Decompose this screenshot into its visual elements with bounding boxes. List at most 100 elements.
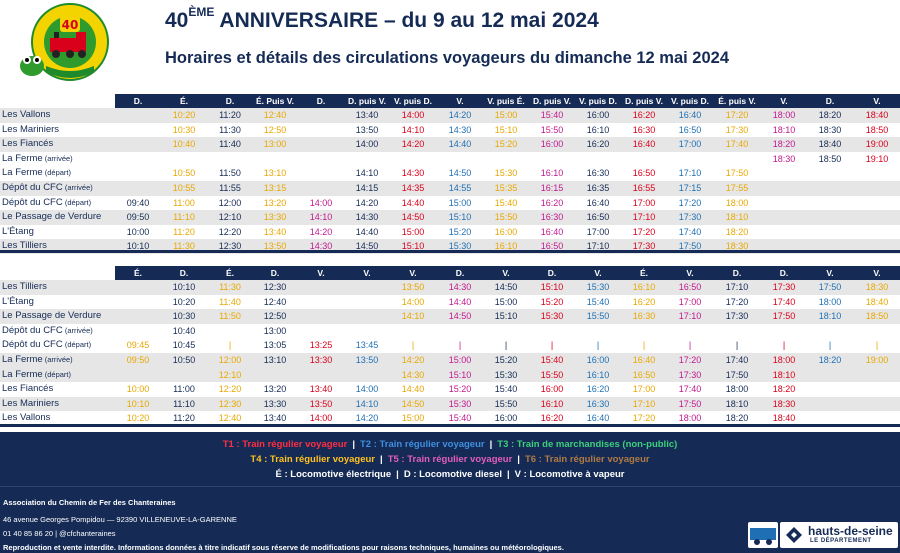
time-cell: 18:30 <box>772 153 796 164</box>
time-cell: 18:20 <box>772 384 796 395</box>
time-cell: 13:20 <box>263 384 287 395</box>
time-cell: 14:30 <box>401 168 425 179</box>
table-separator <box>0 424 900 427</box>
time-cell: 15:50 <box>494 212 518 223</box>
traction-cell: V. puis D. <box>671 96 709 106</box>
legend-t4: T4 : Train régulier voyageur <box>250 454 376 465</box>
time-cell: 14:20 <box>401 139 425 150</box>
traction-cell: V. puis É. <box>487 96 525 106</box>
time-cell: 18:40 <box>818 139 842 150</box>
time-cell: 15:50 <box>540 124 564 135</box>
time-cell: 13:20 <box>263 197 287 208</box>
time-cell: 16:00 <box>540 384 564 395</box>
traction-cell: D. puis V. <box>533 96 571 106</box>
time-cell: 17:50 <box>725 168 749 179</box>
time-cell: 17:00 <box>586 226 610 237</box>
traction-cell: V. <box>317 268 325 278</box>
footer-disclaimer: Reproduction et vente interdite. Informa… <box>3 543 564 552</box>
time-cell: 11:40 <box>219 296 241 307</box>
time-cell: 17:50 <box>678 398 702 409</box>
time-cell: 14:00 <box>355 139 379 150</box>
time-cell: 15:30 <box>494 369 518 380</box>
cfc-small-logo <box>748 522 778 548</box>
legend: T1 : Train régulier voyageur | T2 : Train … <box>0 432 900 486</box>
time-cell: 18:40 <box>772 413 796 424</box>
time-cell: 14:00 <box>355 384 379 395</box>
time-cell: 15:10 <box>448 369 472 380</box>
time-cell: 15:00 <box>494 296 518 307</box>
time-cell: 16:40 <box>678 110 702 120</box>
footer-address: 46 avenue Georges Pompidou — 92390 VILLE… <box>3 515 237 524</box>
time-cell: 16:50 <box>586 212 610 223</box>
traction-cell: V. <box>780 96 788 106</box>
time-cell: 16:40 <box>632 139 656 150</box>
time-cell: 10:00 <box>126 384 150 395</box>
time-cell: 17:20 <box>725 296 749 307</box>
time-cell: 15:00 <box>448 355 472 365</box>
time-cell: 15:20 <box>494 355 518 365</box>
time-cell: 18:00 <box>725 197 749 208</box>
time-cell: 14:40 <box>448 296 472 307</box>
traction-cell: D. <box>455 268 465 278</box>
time-cell: 14:30 <box>401 369 425 380</box>
time-cell: 10:40 <box>172 139 196 150</box>
station-name: Le Passage de Verdure <box>2 310 102 322</box>
time-cell: 16:20 <box>540 197 564 208</box>
time-cell: 15:10 <box>494 311 518 322</box>
time-cell: 11:00 <box>173 197 195 208</box>
time-cell: 15:00 <box>494 110 518 120</box>
time-cell: 16:00 <box>586 355 610 365</box>
time-cell: 14:10 <box>355 398 379 409</box>
footer-contact: 01 40 85 86 20 | @cfchanteraines <box>3 529 116 538</box>
station-name: Les Mariniers <box>2 397 60 409</box>
time-cell: 19:00 <box>865 355 889 365</box>
time-cell: 16:10 <box>540 398 564 409</box>
traction-cell: D. <box>316 96 326 106</box>
time-cell: 16:00 <box>494 226 518 237</box>
time-cell: 15:30 <box>586 282 610 292</box>
time-cell: 17:00 <box>632 384 656 395</box>
time-cell: 18:10 <box>725 398 749 409</box>
time-cell: 13:50 <box>355 355 379 365</box>
time-cell: 17:40 <box>678 226 702 237</box>
time-cell: | <box>228 340 232 351</box>
time-cell: 14:10 <box>401 311 425 322</box>
time-cell: 18:40 <box>865 110 889 120</box>
table-row: Les Vallons 10:20 11:20 12:40 13:40 14:00 14:2… <box>0 411 900 426</box>
time-cell: 17:00 <box>632 197 656 208</box>
table-row: La Ferme (arrivée) 09:50 10:50 12:00 13:10 13… <box>0 353 900 368</box>
time-cell: 12:10 <box>218 212 242 223</box>
time-cell: | <box>782 340 786 351</box>
page-subtitle: Horaires et détails des circulations voy… <box>165 49 729 67</box>
time-cell: 15:30 <box>494 168 518 179</box>
time-cell: 17:20 <box>632 226 656 237</box>
time-cell: 16:20 <box>540 413 564 424</box>
time-cell: 18:10 <box>725 212 749 223</box>
time-cell: 11:20 <box>219 110 241 120</box>
time-cell: 10:10 <box>126 241 150 252</box>
time-cell: 13:30 <box>309 355 333 365</box>
time-cell: 17:10 <box>586 241 610 252</box>
time-cell: 09:40 <box>126 197 150 208</box>
time-cell: 13:40 <box>355 110 379 120</box>
time-cell: 14:40 <box>355 226 379 237</box>
legend-line-3: É : Locomotive électrique | D : Locomotive… <box>275 469 625 480</box>
time-cell: 18:30 <box>772 398 796 409</box>
time-cell: 13:50 <box>401 282 425 292</box>
time-cell: 14:00 <box>401 110 425 120</box>
traction-cell: D. <box>225 96 235 106</box>
time-cell: 16:30 <box>540 212 564 223</box>
time-cell: 13:50 <box>309 398 333 409</box>
station-name: L'Étang <box>2 295 34 307</box>
time-cell: 10:20 <box>126 413 150 424</box>
time-cell: 11:55 <box>219 183 241 193</box>
table-row: Le Passage de Verdure 10:30 11:50 12:50 14:1… <box>0 309 900 324</box>
station-name: Les Tilliers <box>2 281 47 292</box>
time-cell: 11:10 <box>173 212 195 223</box>
time-cell: 14:50 <box>401 398 425 409</box>
time-cell: 16:30 <box>632 124 656 135</box>
time-cell: | <box>828 340 832 351</box>
time-cell: 10:20 <box>172 110 196 120</box>
time-cell: 13:25 <box>309 340 333 351</box>
traction-cell: D. <box>547 268 557 278</box>
